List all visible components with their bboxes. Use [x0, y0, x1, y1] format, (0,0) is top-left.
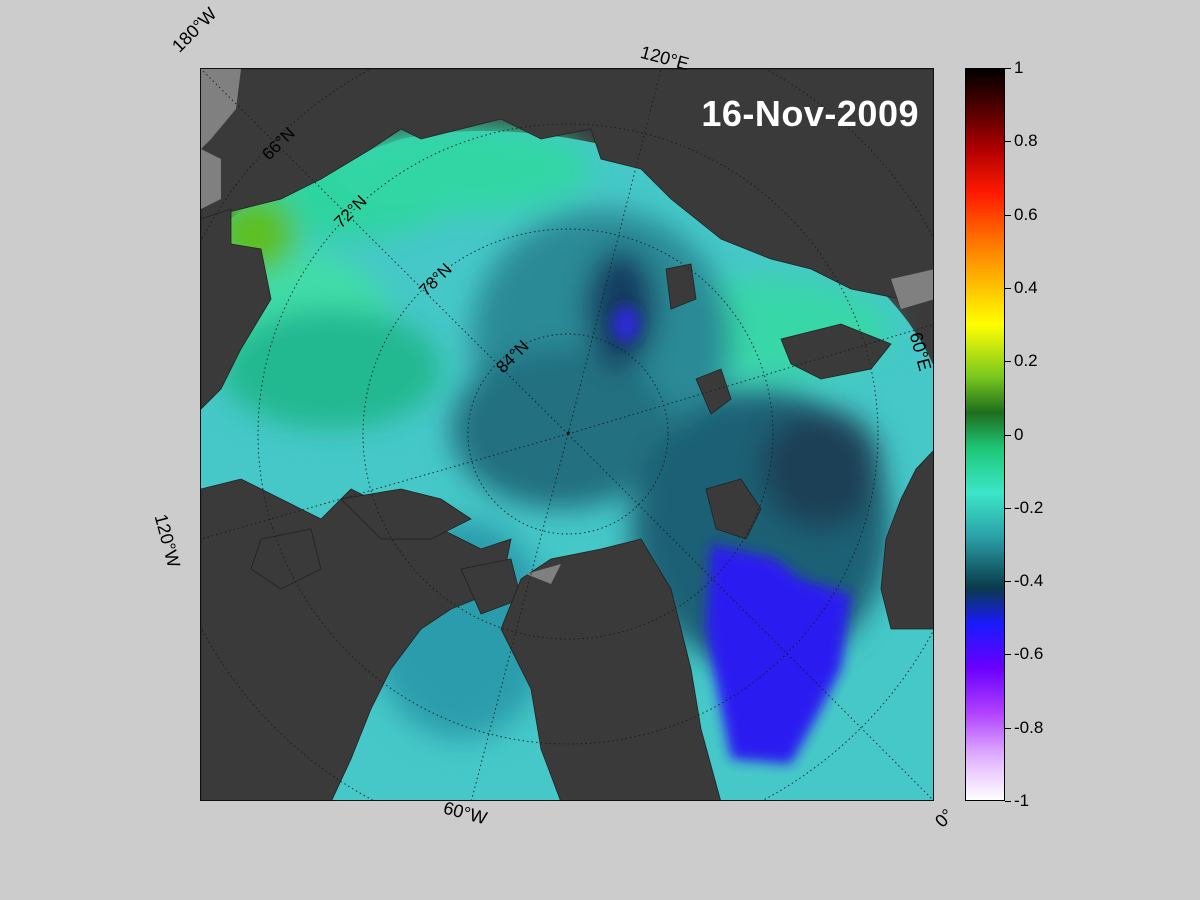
colorbar-tick-mark — [1005, 507, 1011, 509]
colorbar-tick-mark — [1005, 361, 1011, 363]
map-panel: * 66°N 72°N 78°N 84°N 16-Nov-2009 — [200, 68, 934, 801]
colorbar — [965, 68, 1005, 801]
colorbar-tick-label: 0.8 — [1014, 131, 1038, 151]
arctic-map: * 66°N 72°N 78°N 84°N — [201, 69, 933, 800]
colorbar-tick-mark — [1005, 214, 1011, 216]
colorbar-tick-mark — [1005, 68, 1011, 69]
lon-label-180w: 180°W — [168, 3, 221, 57]
colorbar-tick-label: -0.4 — [1014, 571, 1044, 591]
colorbar-tick-label: -1 — [1014, 791, 1030, 810]
colorbar-tick-mark — [1005, 287, 1011, 289]
colorbar-tick-mark — [1005, 581, 1011, 583]
colorbar-tick-mark — [1005, 727, 1011, 729]
pole-marker: * — [566, 428, 571, 442]
date-label: 16-Nov-2009 — [701, 93, 919, 134]
lon-label-0: 0° — [931, 804, 958, 832]
ice-shelf-patches — [201, 69, 933, 584]
colorbar-tick-label: -0.2 — [1014, 497, 1044, 517]
graticule — [201, 69, 933, 800]
colorbar-tick-label: -0.8 — [1014, 717, 1044, 737]
colorbar-tick-mark — [1005, 801, 1011, 802]
colorbar-tick-mark — [1005, 654, 1011, 656]
colorbar-tick-label: 0.2 — [1014, 351, 1038, 371]
colorbar-tick-label: 0 — [1014, 424, 1024, 444]
colorbar-tick-label: 0.6 — [1014, 204, 1038, 224]
colorbar-tick-label: 0.4 — [1014, 277, 1038, 297]
land-masses — [201, 69, 933, 800]
colorbar-tick-label: 1 — [1014, 58, 1024, 77]
lon-label-60w: 60°W — [441, 797, 490, 829]
colorbar-tick-label: -0.6 — [1014, 644, 1044, 664]
lon-label-120w: 120°W — [150, 512, 185, 570]
colorbar-tick-mark — [1005, 434, 1011, 436]
colorbar-tick-mark — [1005, 141, 1011, 143]
